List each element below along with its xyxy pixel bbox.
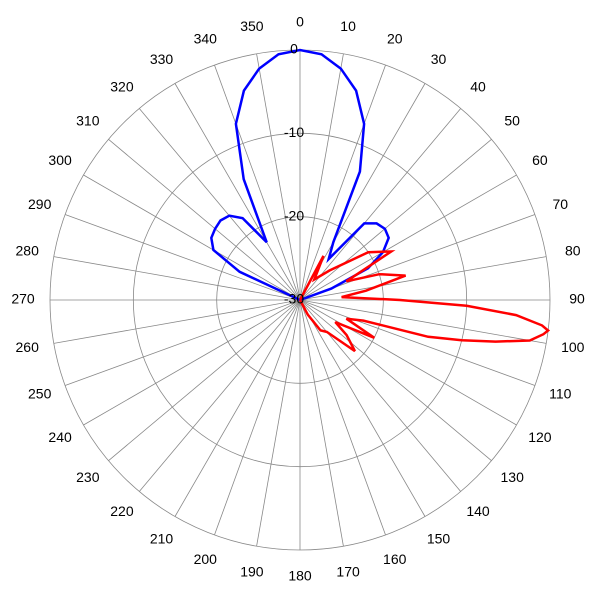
angle-tick-label: 0	[296, 14, 304, 30]
angle-tick-label: 320	[110, 79, 134, 95]
angle-tick-label: 80	[565, 243, 581, 259]
angle-tick-label: 40	[470, 79, 486, 95]
angle-tick-label: 150	[427, 531, 451, 547]
angle-tick-label: 180	[288, 568, 312, 584]
spoke	[299, 108, 462, 301]
angle-tick-label: 120	[528, 429, 552, 445]
spoke	[299, 64, 386, 301]
series-line	[298, 250, 551, 353]
spoke	[299, 299, 344, 547]
angle-tick-label: 240	[48, 429, 72, 445]
angle-tick-label: 130	[501, 469, 525, 485]
spoke	[299, 299, 536, 386]
angle-tick-label: 210	[150, 531, 174, 547]
angle-tick-label: 350	[240, 18, 264, 34]
spoke	[108, 299, 301, 462]
angle-tick-label: 250	[28, 385, 52, 401]
spoke	[299, 299, 547, 344]
spoke	[214, 299, 301, 536]
radial-tick-label: 0	[290, 41, 298, 57]
angle-tick-label: 20	[387, 30, 403, 46]
grid-ring	[132, 132, 468, 468]
angle-tick-label: 290	[28, 196, 52, 212]
angle-tick-label: 310	[76, 113, 100, 129]
angle-tick-label: 90	[569, 291, 585, 307]
spoke	[174, 299, 301, 517]
spoke	[299, 299, 426, 517]
spoke	[299, 256, 547, 301]
angle-tick-label: 70	[553, 196, 569, 212]
spoke	[83, 174, 301, 301]
spoke	[299, 214, 536, 301]
angle-tick-label: 30	[431, 51, 447, 67]
spoke	[256, 53, 301, 301]
angle-tick-label: 280	[16, 243, 40, 259]
radial-tick-label: -10	[284, 124, 304, 140]
radial-tick-label: -30	[284, 291, 304, 307]
spoke	[64, 214, 301, 301]
spoke	[53, 299, 301, 344]
spoke	[299, 299, 517, 426]
spoke	[53, 256, 301, 301]
spoke	[299, 138, 492, 301]
angle-tick-label: 260	[16, 339, 40, 355]
angle-tick-label: 110	[549, 385, 572, 401]
angle-tick-label: 170	[336, 563, 360, 579]
spoke	[214, 64, 301, 301]
radial-tick-label: -20	[284, 207, 304, 223]
spoke	[108, 138, 301, 301]
angle-tick-label: 230	[76, 469, 100, 485]
spoke	[64, 299, 301, 386]
angle-tick-label: 340	[194, 30, 218, 46]
angle-tick-label: 140	[466, 503, 490, 519]
spoke	[138, 108, 301, 301]
angle-tick-label: 60	[532, 152, 548, 168]
angle-tick-label: 200	[194, 551, 218, 567]
angle-tick-label: 330	[150, 51, 174, 67]
angle-tick-label: 100	[561, 339, 585, 355]
angle-tick-label: 300	[48, 152, 72, 168]
angle-tick-label: 220	[110, 503, 134, 519]
spoke	[174, 83, 301, 301]
angle-tick-label: 190	[240, 563, 264, 579]
series-line	[210, 48, 391, 302]
spoke	[299, 299, 492, 462]
spoke	[299, 174, 517, 301]
angle-tick-label: 50	[504, 113, 520, 129]
angle-tick-label: 10	[340, 18, 356, 34]
spoke	[138, 299, 301, 492]
spoke	[299, 53, 344, 301]
spoke	[256, 299, 301, 547]
spoke	[299, 299, 386, 536]
spoke	[83, 299, 301, 426]
angle-tick-label: 160	[383, 551, 407, 567]
angle-tick-label: 270	[11, 291, 35, 307]
